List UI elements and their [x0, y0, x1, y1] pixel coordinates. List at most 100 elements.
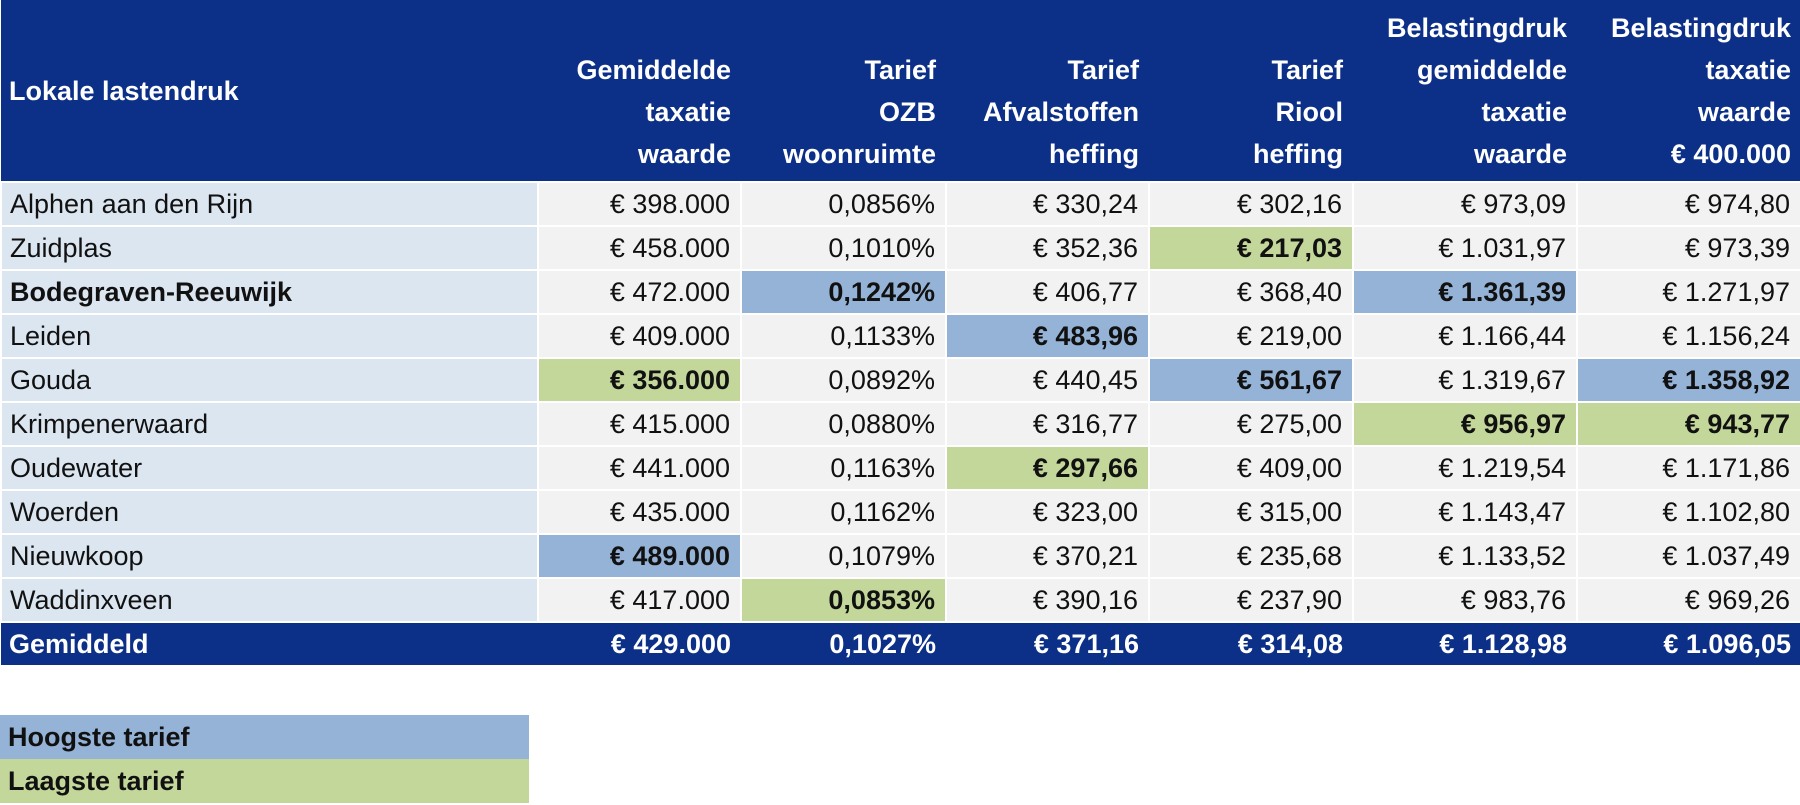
table-row: Krimpenerwaard € 415.000 0,0880% € 316,77 € … — [0, 401, 1800, 447]
table-cell: 0,0853% — [740, 577, 947, 623]
table-cell: € 398.000 — [537, 181, 742, 227]
header-cell: Gemiddelde taxatie waarde — [538, 0, 741, 182]
table-cell: € 297,66 — [945, 445, 1150, 491]
row-label: Nieuwkoop — [0, 533, 539, 579]
table-cell: € 1.271,97 — [1576, 269, 1800, 315]
table-cell: € 368,40 — [1148, 269, 1354, 315]
table-cell: € 561,67 — [1148, 357, 1354, 403]
header-line: taxatie — [1481, 97, 1567, 127]
table-cell: 0,1133% — [740, 313, 947, 359]
table-cell: € 356.000 — [537, 357, 742, 403]
table-cell: € 323,00 — [945, 489, 1150, 535]
table-cell: € 409.000 — [537, 313, 742, 359]
table-cell: € 974,80 — [1576, 181, 1800, 227]
footer-cell: € 429.000 — [538, 621, 741, 665]
header-line: € 400.000 — [1670, 139, 1791, 169]
table-cell: € 973,39 — [1576, 225, 1800, 271]
table-cell: € 409,00 — [1148, 445, 1354, 491]
table-cell: € 390,16 — [945, 577, 1150, 623]
table-cell: € 352,36 — [945, 225, 1150, 271]
table-cell: 0,1010% — [740, 225, 947, 271]
header-line: heffing — [1253, 139, 1343, 169]
row-label: Leiden — [0, 313, 539, 359]
header-line: Gemiddelde — [576, 55, 731, 85]
table-cell: 0,0856% — [740, 181, 947, 227]
header-line: OZB — [879, 97, 936, 127]
table-row: Nieuwkoop € 489.000 0,1079% € 370,21 € 235,6… — [0, 533, 1800, 579]
header-line: Tarief — [1067, 55, 1139, 85]
table-cell: € 406,77 — [945, 269, 1150, 315]
table-cell: 0,0892% — [740, 357, 947, 403]
header-line: Belastingdruk — [1386, 13, 1567, 43]
table-cell: € 983,76 — [1352, 577, 1578, 623]
table-cell: € 1.102,80 — [1576, 489, 1800, 535]
table-row: Woerden € 435.000 0,1162% € 323,00 € 315,00 €… — [0, 489, 1800, 535]
table-cell: € 1.133,52 — [1352, 533, 1578, 579]
header-cell: Lokale lastendruk — [1, 0, 538, 182]
row-label: Oudewater — [0, 445, 539, 491]
row-label: Alphen aan den Rijn — [0, 181, 539, 227]
table-cell: € 441.000 — [537, 445, 742, 491]
header-row: Lokale lastendruk Gemiddelde taxatie waarde… — [1, 0, 1800, 182]
header-line: waarde — [1473, 139, 1567, 169]
row-label: Waddinxveen — [0, 577, 539, 623]
table-cell: € 943,77 — [1576, 401, 1800, 447]
footer-row: Gemiddeld € 429.000 0,1027% € 371,16 € 314,0… — [1, 621, 1800, 665]
table-row: Leiden € 409.000 0,1133% € 483,96 € 219,00 € … — [0, 313, 1800, 359]
header-line: Tarief — [864, 55, 936, 85]
table-cell: € 1.143,47 — [1352, 489, 1578, 535]
table-cell: € 440,45 — [945, 357, 1150, 403]
header-line: waarde — [1697, 97, 1791, 127]
table-cell: € 472.000 — [537, 269, 742, 315]
table-cell: € 1.037,49 — [1576, 533, 1800, 579]
header-line: gemiddelde — [1416, 55, 1567, 85]
table-cell: 0,1079% — [740, 533, 947, 579]
table-cell: € 956,97 — [1352, 401, 1578, 447]
header-cell: Tarief OZB woonruimte — [741, 0, 946, 182]
header-line: heffing — [1049, 139, 1139, 169]
table-cell: € 237,90 — [1148, 577, 1354, 623]
footer-cell: € 1.096,05 — [1577, 621, 1800, 665]
table-cell: € 417.000 — [537, 577, 742, 623]
header-line: Riool — [1275, 97, 1344, 127]
table-cell: € 315,00 — [1148, 489, 1354, 535]
table-cell: € 1.166,44 — [1352, 313, 1578, 359]
table-row: Alphen aan den Rijn € 398.000 0,0856% € 330… — [0, 181, 1800, 227]
table-cell: € 1.319,67 — [1352, 357, 1578, 403]
table-row: Zuidplas € 458.000 0,1010% € 352,36 € 217,03… — [0, 225, 1800, 271]
table-row: Gouda € 356.000 0,0892% € 440,45 € 561,67 € 1… — [0, 357, 1800, 403]
table-cell: € 435.000 — [537, 489, 742, 535]
header-cell: Tarief Riool heffing — [1149, 0, 1353, 182]
header-line: taxatie — [1705, 55, 1791, 85]
table-cell: € 217,03 — [1148, 225, 1354, 271]
footer-cell: € 314,08 — [1149, 621, 1353, 665]
table-cell: € 1.031,97 — [1352, 225, 1578, 271]
table-cell: € 235,68 — [1148, 533, 1354, 579]
table-cell: € 330,24 — [945, 181, 1150, 227]
header-line: waarde — [637, 139, 731, 169]
table-cell: € 219,00 — [1148, 313, 1354, 359]
table-cell: € 1.219,54 — [1352, 445, 1578, 491]
table-cell: € 275,00 — [1148, 401, 1354, 447]
table-cell: € 973,09 — [1352, 181, 1578, 227]
row-label: Bodegraven-Reeuwijk — [0, 269, 539, 315]
header-line: Afvalstoffen — [982, 97, 1139, 127]
row-label: Gouda — [0, 357, 539, 403]
table-cell: € 316,77 — [945, 401, 1150, 447]
header-cell: Tarief Afvalstoffen heffing — [946, 0, 1149, 182]
header-cell: Belastingdruk taxatie waarde € 400.000 — [1577, 0, 1800, 182]
table-cell: € 1.156,24 — [1576, 313, 1800, 359]
table-cell: € 415.000 — [537, 401, 742, 447]
row-label: Krimpenerwaard — [0, 401, 539, 447]
table-cell: € 969,26 — [1576, 577, 1800, 623]
table-cell: € 1.358,92 — [1576, 357, 1800, 403]
table-cell: € 1.361,39 — [1352, 269, 1578, 315]
row-label: Woerden — [0, 489, 539, 535]
footer-cell: 0,1027% — [741, 621, 946, 665]
footer-cell: € 371,16 — [946, 621, 1149, 665]
table-cell: € 1.171,86 — [1576, 445, 1800, 491]
table-cell: 0,1163% — [740, 445, 947, 491]
table-cell: 0,1162% — [740, 489, 947, 535]
header-line: Tarief — [1271, 55, 1343, 85]
